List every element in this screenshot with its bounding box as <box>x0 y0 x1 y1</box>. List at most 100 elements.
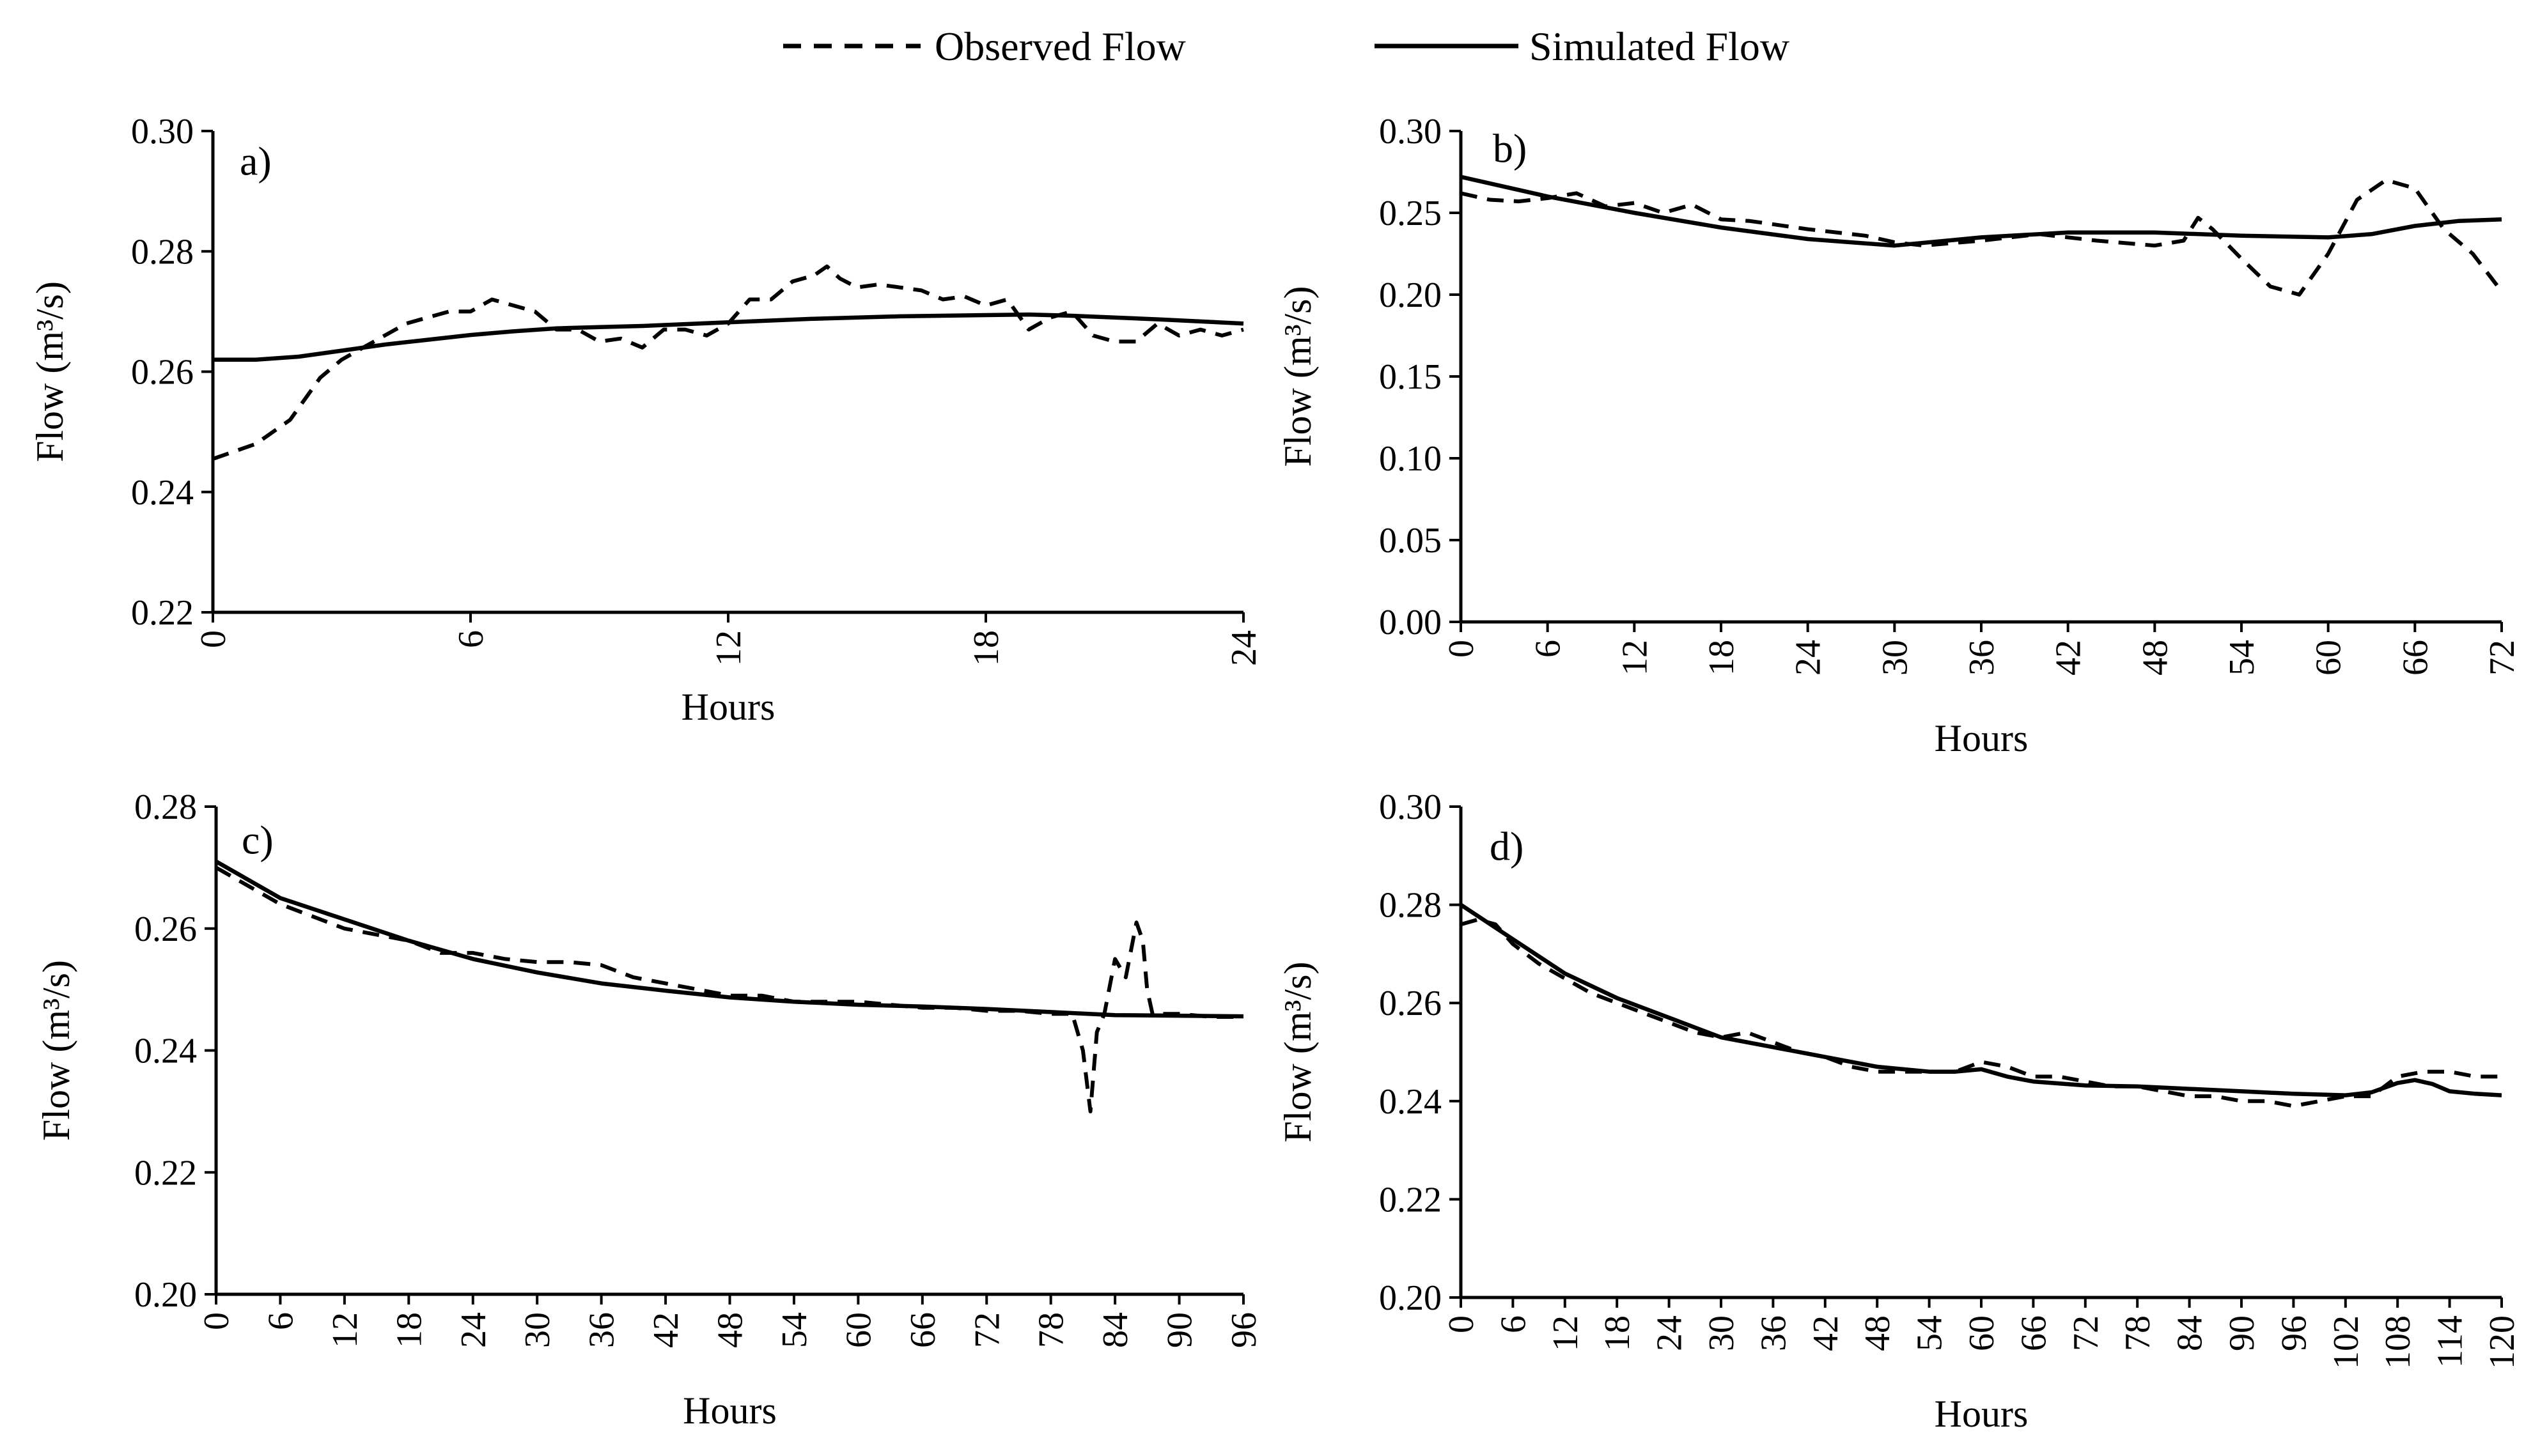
observed-flow-line <box>215 865 1243 1113</box>
x-tick-label: 66 <box>903 1312 943 1348</box>
x-tick-label: 0 <box>1442 640 1481 658</box>
x-tick-label: 42 <box>646 1312 686 1348</box>
y-tick-label: 0.22 <box>134 1153 197 1193</box>
legend-observed-label: Observed Flow <box>935 24 1186 69</box>
x-tick-label: 78 <box>2118 1315 2158 1351</box>
y-tick-label: 0.15 <box>1379 357 1442 397</box>
y-tick-label: 0.20 <box>1379 1278 1442 1318</box>
y-tick-label: 0.24 <box>134 1032 197 1071</box>
x-axis-title: Hours <box>682 686 775 728</box>
y-tick-label: 0.22 <box>131 593 194 633</box>
x-tick-label: 6 <box>1493 1315 1533 1333</box>
x-tick-label: 24 <box>1224 630 1264 666</box>
x-axis-title: Hours <box>1935 1393 2029 1435</box>
x-tick-label: 114 <box>2431 1315 2470 1368</box>
legend-simulated-label: Simulated Flow <box>1529 24 1789 69</box>
x-tick-label: 0 <box>1442 1315 1481 1333</box>
y-tick-label: 0.28 <box>134 787 197 827</box>
x-tick-label: 0 <box>194 630 233 648</box>
legend: Observed Flow Simulated Flow <box>783 24 1789 69</box>
y-tick-label: 0.30 <box>1379 787 1442 827</box>
y-tick-label: 0.00 <box>1379 603 1442 642</box>
y-tick-label: 0.28 <box>131 232 194 272</box>
y-tick-label: 0.26 <box>1379 984 1442 1023</box>
y-tick-label: 0.05 <box>1379 521 1442 561</box>
x-tick-label: 36 <box>582 1312 622 1348</box>
x-tick-label: 72 <box>2066 1315 2106 1351</box>
observed-flow-line <box>212 264 1244 461</box>
x-tick-label: 24 <box>454 1312 494 1348</box>
x-tick-label: 30 <box>1702 1315 1741 1351</box>
x-tick-label: 84 <box>1096 1312 1135 1348</box>
x-tick-label: 102 <box>2326 1315 2366 1369</box>
panel-a: 0.22 0.24 0.26 0.28 0.30 0 6 12 18 24 Hours Flow (m… <box>29 112 1264 728</box>
y-tick-label: 0.20 <box>1379 275 1442 315</box>
x-tick-label: 54 <box>1910 1315 1950 1351</box>
y-tick-label: 0.22 <box>1379 1180 1442 1220</box>
panel-label: b) <box>1493 126 1527 171</box>
y-tick-label: 0.25 <box>1379 194 1442 233</box>
x-tick-label: 12 <box>1546 1315 1586 1351</box>
x-tick-label: 18 <box>967 630 1006 666</box>
x-tick-label: 96 <box>2274 1315 2314 1351</box>
panel-label: d) <box>1490 824 1523 869</box>
y-tick-label: 0.28 <box>1379 886 1442 925</box>
x-axis-title: Hours <box>683 1390 777 1432</box>
x-tick-label: 6 <box>261 1312 300 1330</box>
x-tick-label: 48 <box>2135 640 2175 676</box>
x-tick-label: 60 <box>1962 1315 2002 1351</box>
observed-flow-line <box>1460 917 2502 1108</box>
x-tick-label: 0 <box>197 1312 237 1330</box>
x-tick-label: 72 <box>2482 640 2522 676</box>
y-tick-label: 0.10 <box>1379 439 1442 479</box>
x-tick-label: 96 <box>1224 1312 1264 1348</box>
x-tick-label: 6 <box>451 630 491 648</box>
x-tick-label: 108 <box>2378 1315 2418 1369</box>
x-tick-label: 18 <box>389 1312 429 1348</box>
x-axis-title: Hours <box>1935 717 2029 759</box>
panel-d: 0.20 0.22 0.24 0.26 0.28 0.30 0 6 12 18 24 30 36 42 48… <box>1277 787 2522 1435</box>
y-axis-title: Flow (m³/s) <box>29 281 71 462</box>
y-tick-label: 0.24 <box>131 473 194 513</box>
x-tick-label: 66 <box>2014 1315 2053 1351</box>
x-tick-label: 60 <box>2309 640 2349 676</box>
x-tick-label: 6 <box>1529 640 1568 658</box>
x-tick-label: 18 <box>1702 640 1741 676</box>
panel-label: c) <box>242 817 274 863</box>
simulated-flow-line <box>1460 174 2502 248</box>
x-tick-label: 48 <box>711 1312 751 1348</box>
x-tick-label: 12 <box>1615 640 1655 676</box>
y-axis-title: Flow (m³/s) <box>1277 961 1319 1142</box>
panel-b: 0.00 0.05 0.10 0.15 0.20 0.25 0.30 0 6 12 18 24 30 36… <box>1277 112 2522 759</box>
y-tick-label: 0.26 <box>131 353 194 392</box>
x-tick-label: 18 <box>1598 1315 1637 1351</box>
x-tick-label: 30 <box>1875 640 1915 676</box>
y-tick-label: 0.30 <box>131 112 194 151</box>
simulated-flow-line <box>1460 902 2502 1097</box>
x-tick-label: 84 <box>2170 1315 2210 1351</box>
y-tick-label: 0.24 <box>1379 1082 1442 1122</box>
y-tick-label: 0.20 <box>134 1275 197 1315</box>
x-tick-label: 24 <box>1650 1315 1690 1351</box>
x-tick-label: 12 <box>709 630 749 666</box>
x-tick-label: 66 <box>2396 640 2435 676</box>
y-axis-title: Flow (m³/s) <box>1277 286 1319 467</box>
x-tick-label: 36 <box>1754 1315 1793 1351</box>
y-tick-label: 0.30 <box>1379 112 1442 151</box>
y-tick-label: 0.26 <box>134 910 197 949</box>
x-tick-label: 72 <box>967 1312 1007 1348</box>
x-tick-label: 54 <box>775 1312 814 1348</box>
x-tick-label: 12 <box>325 1312 365 1348</box>
simulated-flow-line <box>213 312 1244 362</box>
x-tick-label: 60 <box>839 1312 878 1348</box>
x-tick-label: 78 <box>1032 1312 1071 1348</box>
x-tick-label: 48 <box>1858 1315 1897 1351</box>
observed-flow-line <box>1460 178 2504 297</box>
x-tick-label: 90 <box>2222 1315 2262 1351</box>
simulated-flow-line <box>215 859 1244 1019</box>
y-axis-title: Flow (m³/s) <box>35 960 77 1141</box>
panel-label: a) <box>240 139 272 184</box>
x-tick-label: 120 <box>2482 1315 2522 1369</box>
